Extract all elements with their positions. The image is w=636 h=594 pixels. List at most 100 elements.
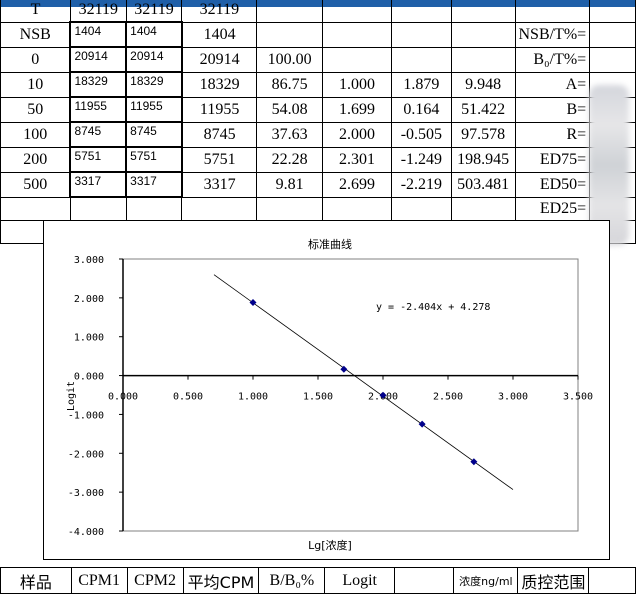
header-cell[interactable] (588, 567, 636, 594)
cell[interactable]: 1404 (125, 21, 183, 48)
cell[interactable] (391, 196, 452, 221)
header-cell[interactable]: 样品 (0, 567, 72, 594)
cell[interactable]: 1.879 (391, 71, 452, 98)
standard-curve-chart[interactable]: 3.000 2.000 1.000 0.000 -1.000 -2.000 -3.000 -4… (43, 220, 610, 560)
cell[interactable] (321, 21, 393, 48)
cell[interactable]: 1404 (181, 21, 258, 48)
header-cell[interactable]: CPM1 (70, 567, 128, 594)
cell[interactable] (321, 0, 393, 23)
cell[interactable]: 3317 (181, 171, 258, 198)
cell[interactable]: 0 (0, 46, 71, 73)
cell[interactable] (321, 46, 393, 73)
cell[interactable]: 10 (0, 71, 71, 98)
cell[interactable]: 2.000 (321, 121, 393, 148)
cell[interactable] (256, 21, 323, 48)
cell[interactable]: NSB (0, 21, 71, 48)
cell[interactable] (514, 0, 591, 23)
header-cell[interactable]: 平均CPM (182, 567, 260, 594)
cell[interactable] (256, 196, 323, 221)
cell[interactable]: 8745 (181, 121, 258, 148)
header-cell[interactable]: 质控范围 (517, 567, 590, 594)
cell[interactable]: B= (514, 96, 591, 123)
table-row: 500 3317 3317 3317 9.81 2.699 -2.219 503.481 ED5… (0, 171, 636, 198)
cell[interactable] (321, 196, 393, 221)
y-tick-label: -4.000 (68, 527, 104, 538)
cell[interactable] (256, 0, 323, 23)
cell[interactable]: -0.505 (391, 121, 452, 148)
cell[interactable]: 500 (0, 171, 71, 198)
cell[interactable] (450, 0, 516, 23)
cell[interactable]: A= (514, 71, 591, 98)
cell[interactable]: 100 (0, 121, 71, 148)
cell[interactable]: 9.948 (450, 71, 516, 98)
cell[interactable]: 0.164 (391, 96, 452, 123)
cell[interactable]: 5751 (181, 146, 258, 173)
cell[interactable]: 200 (0, 146, 71, 173)
cell[interactable]: 3317 (125, 171, 183, 198)
cell[interactable]: 5751 (69, 146, 128, 173)
cell[interactable]: 20914 (181, 46, 258, 73)
cell[interactable]: 37.63 (256, 121, 323, 148)
cell[interactable]: 18329 (69, 71, 128, 98)
cell[interactable]: 3317 (69, 171, 128, 198)
cell[interactable]: 11955 (69, 96, 128, 123)
cell[interactable]: ED50= (514, 171, 591, 198)
cell[interactable] (589, 21, 636, 48)
cell[interactable]: 20914 (69, 46, 128, 73)
header-cell[interactable] (393, 567, 455, 594)
cell[interactable]: 1.000 (321, 71, 393, 98)
cell[interactable]: -2.219 (391, 171, 452, 198)
cell[interactable] (450, 21, 516, 48)
header-cell[interactable]: 浓度ng/ml (453, 567, 519, 594)
table-row: 200 5751 5751 5751 22.28 2.301 -1.249 198.945 ED… (0, 146, 636, 173)
cell[interactable] (391, 46, 452, 73)
cell[interactable]: 54.08 (256, 96, 323, 123)
cell[interactable] (391, 0, 452, 23)
cell[interactable]: 18329 (181, 71, 258, 98)
cell[interactable]: 11955 (125, 96, 183, 123)
cell[interactable]: T (0, 0, 71, 23)
cell[interactable] (125, 196, 183, 221)
cell[interactable]: 50 (0, 96, 71, 123)
cell[interactable]: B₀/T%= (514, 46, 591, 73)
cell[interactable]: ED75= (514, 146, 591, 173)
cell[interactable]: -1.249 (391, 146, 452, 173)
cell[interactable] (0, 196, 71, 221)
cell[interactable]: 1404 (69, 21, 128, 48)
cell[interactable] (391, 21, 452, 48)
cell[interactable]: NSB/T%= (514, 21, 591, 48)
header-row: 样品 CPM1 CPM2 平均CPM B/B₀% Logit 浓度ng/ml 质控范围 (0, 567, 636, 594)
cell[interactable]: 18329 (125, 71, 183, 98)
cell[interactable]: 97.578 (450, 121, 516, 148)
cell[interactable]: R= (514, 121, 591, 148)
cell[interactable]: 86.75 (256, 71, 323, 98)
cell[interactable]: 9.81 (256, 171, 323, 198)
cell[interactable]: 32119 (125, 0, 183, 23)
cell[interactable]: 2.699 (321, 171, 393, 198)
header-cell[interactable]: CPM2 (126, 567, 184, 594)
cell[interactable]: 22.28 (256, 146, 323, 173)
y-tick-label: 1.000 (74, 333, 104, 344)
cell[interactable]: 1.699 (321, 96, 393, 123)
cell[interactable] (181, 196, 258, 221)
cell[interactable]: 8745 (125, 121, 183, 148)
cell[interactable]: 2.301 (321, 146, 393, 173)
header-cell[interactable]: B/B₀% (258, 567, 326, 594)
cell[interactable] (589, 0, 636, 23)
cell[interactable]: ED25= (514, 196, 591, 221)
cell[interactable] (450, 196, 516, 221)
cell[interactable]: 20914 (125, 46, 183, 73)
cell[interactable]: 5751 (125, 146, 183, 173)
cell[interactable]: 32119 (181, 0, 258, 23)
cell[interactable]: 100.00 (256, 46, 323, 73)
cell[interactable] (69, 196, 127, 221)
cell[interactable] (589, 46, 636, 73)
cell[interactable]: 11955 (181, 96, 258, 123)
header-cell[interactable]: Logit (324, 567, 395, 594)
cell[interactable]: 8745 (69, 121, 128, 148)
cell[interactable] (450, 46, 516, 73)
cell[interactable]: 198.945 (450, 146, 516, 173)
cell[interactable]: 503.481 (450, 171, 516, 198)
cell[interactable]: 51.422 (450, 96, 516, 123)
cell[interactable]: 32119 (69, 0, 127, 23)
